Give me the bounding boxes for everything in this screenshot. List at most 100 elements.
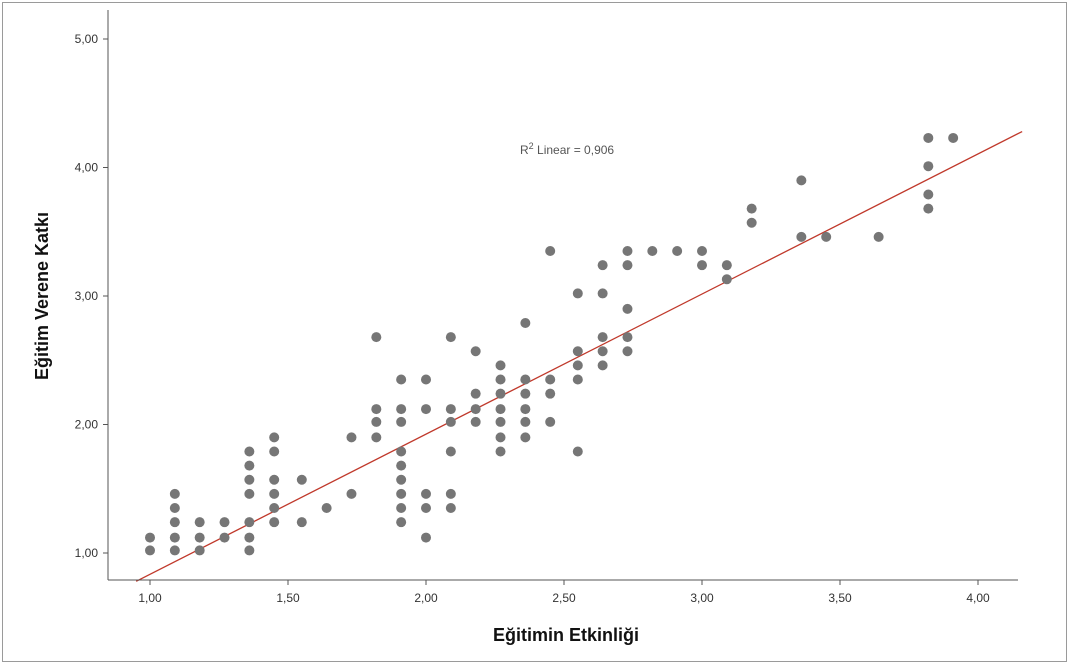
data-point xyxy=(445,446,456,457)
data-point xyxy=(495,446,506,457)
data-point xyxy=(396,374,407,385)
data-point xyxy=(445,416,456,427)
data-point xyxy=(445,488,456,499)
data-point xyxy=(269,474,280,485)
points-layer xyxy=(145,132,959,556)
data-point xyxy=(296,517,307,528)
data-point xyxy=(721,260,732,271)
data-point xyxy=(244,446,255,457)
data-point xyxy=(269,432,280,443)
data-point xyxy=(495,416,506,427)
data-point xyxy=(495,432,506,443)
data-point xyxy=(622,260,633,271)
data-point xyxy=(194,545,205,556)
y-axis-title: Eğitim Verene Katkı xyxy=(32,212,52,380)
data-point xyxy=(470,346,481,357)
data-point xyxy=(194,517,205,528)
data-point xyxy=(572,288,583,299)
data-point xyxy=(520,432,531,443)
data-point xyxy=(597,288,608,299)
data-point xyxy=(445,503,456,514)
data-point xyxy=(948,132,959,143)
data-point xyxy=(421,488,431,499)
fit-line-layer xyxy=(135,130,1023,582)
data-point xyxy=(923,203,934,214)
data-point xyxy=(244,517,255,528)
data-point xyxy=(244,545,255,556)
x-tick-label: 3,50 xyxy=(828,591,852,605)
linear-fit-line xyxy=(135,130,1023,582)
data-point xyxy=(470,404,481,415)
y-tick-label: 1,00 xyxy=(75,546,99,560)
data-point xyxy=(396,474,407,485)
r-squared-annotation: R2 Linear = 0,906 xyxy=(520,141,614,157)
data-point xyxy=(572,346,583,357)
data-point xyxy=(622,332,633,343)
data-point xyxy=(520,404,531,415)
ticks-layer: 1,00 1,50 2,00 2,50 3,00 3,50 4,00 1,00 2,00 3,00… xyxy=(75,32,990,605)
data-point xyxy=(746,203,757,214)
data-point xyxy=(622,246,633,257)
data-point xyxy=(572,374,583,385)
y-tick-label: 5,00 xyxy=(75,32,99,46)
data-point xyxy=(346,488,357,499)
data-point xyxy=(923,132,934,143)
x-tick-label: 2,00 xyxy=(414,591,438,605)
data-point xyxy=(371,404,382,415)
data-point xyxy=(697,260,707,271)
data-point xyxy=(371,332,382,343)
data-point xyxy=(495,360,506,371)
data-point xyxy=(445,332,456,343)
data-point xyxy=(244,532,255,543)
data-point xyxy=(219,532,230,543)
data-point xyxy=(396,446,407,457)
data-point xyxy=(145,545,155,556)
data-point xyxy=(545,374,556,385)
x-tick-label: 3,00 xyxy=(690,591,714,605)
data-point xyxy=(421,374,431,385)
r-squared-label: R xyxy=(520,143,529,157)
data-point xyxy=(572,360,583,371)
x-tick-label: 1,50 xyxy=(276,591,300,605)
data-point xyxy=(169,545,180,556)
x-tick-label: 4,00 xyxy=(966,591,990,605)
data-point xyxy=(445,404,456,415)
data-point xyxy=(421,503,431,514)
data-point xyxy=(396,517,407,528)
data-point xyxy=(923,189,934,200)
data-point xyxy=(396,416,407,427)
data-point xyxy=(923,161,934,172)
data-point xyxy=(796,175,807,186)
data-point xyxy=(597,260,608,271)
data-point xyxy=(169,532,180,543)
data-point xyxy=(873,231,884,242)
data-point xyxy=(269,446,280,457)
data-point xyxy=(672,246,683,257)
data-point xyxy=(622,303,633,314)
data-point xyxy=(396,503,407,514)
data-point xyxy=(520,317,531,328)
r-squared-value: Linear = 0,906 xyxy=(534,143,615,157)
axes-layer xyxy=(107,10,1018,581)
data-point xyxy=(321,503,332,514)
data-point xyxy=(520,416,531,427)
data-point xyxy=(244,474,255,485)
data-point xyxy=(572,446,583,457)
data-point xyxy=(647,246,658,257)
data-point xyxy=(821,231,832,242)
data-point xyxy=(545,388,556,399)
data-point xyxy=(470,388,481,399)
data-point xyxy=(545,416,556,427)
data-point xyxy=(269,503,280,514)
data-point xyxy=(371,432,382,443)
data-point xyxy=(495,388,506,399)
data-point xyxy=(269,517,280,528)
r-squared-superscript: 2 xyxy=(529,141,534,151)
data-point xyxy=(597,332,608,343)
data-point xyxy=(169,503,180,514)
data-point xyxy=(470,416,481,427)
data-point xyxy=(169,488,180,499)
y-tick-label: 2,00 xyxy=(75,418,99,432)
data-point xyxy=(495,374,506,385)
